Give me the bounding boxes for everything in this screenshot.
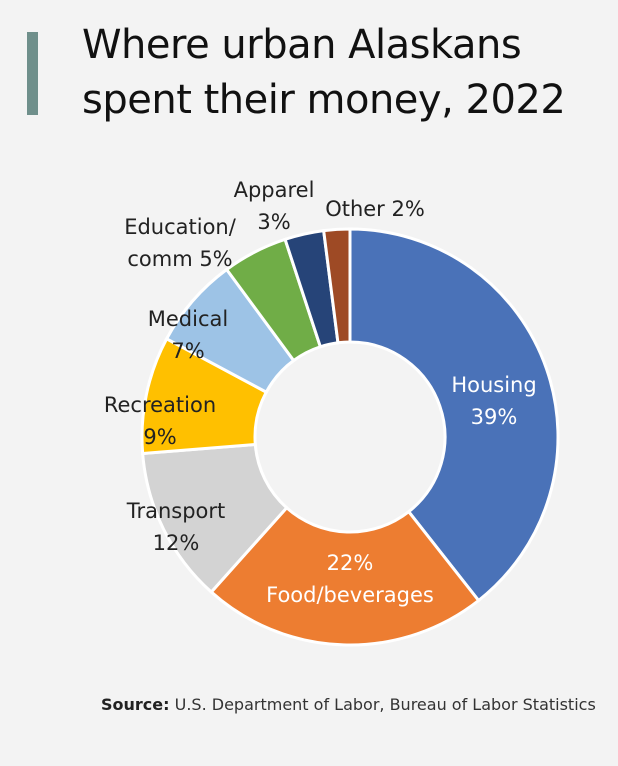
source-label: Source:	[101, 695, 170, 714]
donut-slice-food-beverages	[209, 505, 481, 647]
title-accent-bar	[27, 32, 38, 115]
source-note: Source: U.S. Department of Labor, Bureau…	[101, 693, 601, 717]
chart-title-line-1: Where urban Alaskans	[82, 22, 522, 68]
chart-title-line-2: spent their money, 2022	[82, 77, 566, 123]
slice-label-other: Other 2%	[325, 197, 425, 221]
slice-label-education-comm: Education/comm 5%	[124, 215, 237, 271]
chart-title: Where urban Alaskans spent their money, …	[82, 18, 602, 128]
slice-label-food-beverages: 22% Food/beverages	[266, 551, 434, 607]
source-text: U.S. Department of Labor, Bureau of Labo…	[174, 695, 596, 714]
slice-label-medical: Medical 7%	[148, 307, 228, 363]
donut-slice-transport	[141, 442, 289, 595]
donut-slice-housing	[348, 227, 560, 603]
donut-chart: Housing 39% 22% Food/beverages Transport 12% R…	[104, 178, 560, 647]
slice-label-housing: Housing 39%	[451, 373, 536, 429]
slice-label-transport: Transport 12%	[126, 499, 226, 555]
slice-label-recreation: Recreation 9%	[104, 393, 216, 449]
slice-labels: Housing 39% 22% Food/beverages Transport 12% R…	[104, 178, 537, 607]
donut-slice-other	[321, 227, 352, 345]
donut-slices	[140, 227, 560, 647]
slice-label-apparel: Apparel 3%	[234, 178, 315, 234]
